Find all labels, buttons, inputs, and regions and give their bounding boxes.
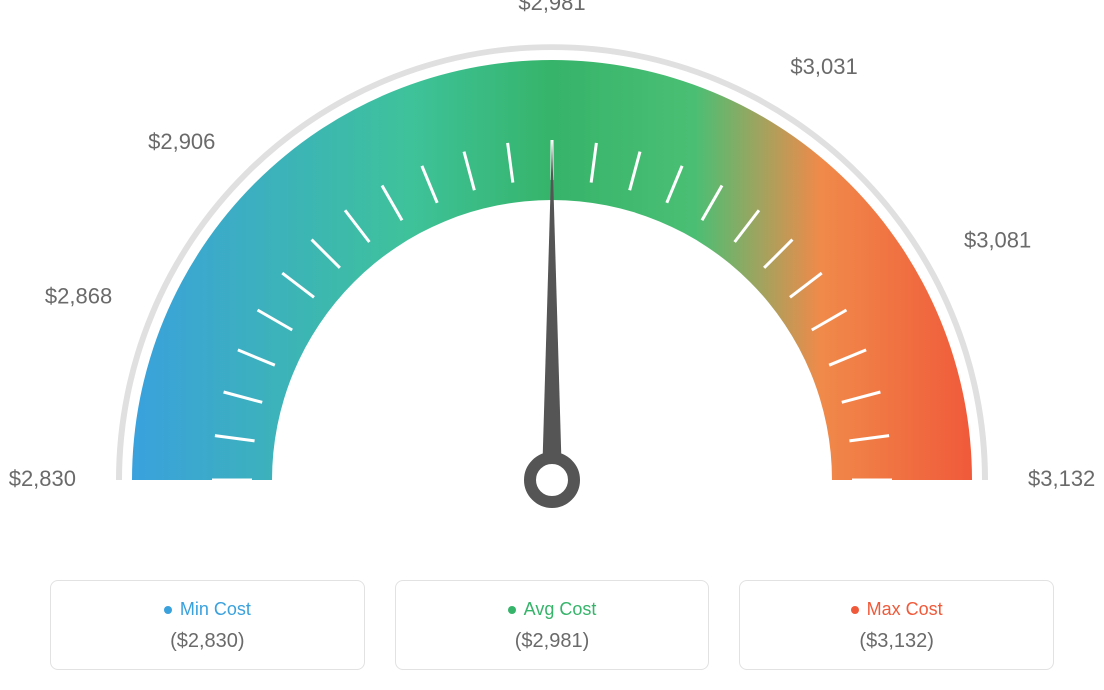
- max-value: ($3,132): [750, 630, 1043, 653]
- summary-cards: Min Cost ($2,830) Avg Cost ($2,981) Max …: [50, 580, 1054, 670]
- gauge-hub-icon: [530, 458, 574, 502]
- min-label: Min Cost: [180, 599, 251, 620]
- gauge-tick-label: $2,981: [518, 0, 585, 15]
- avg-card-title: Avg Cost: [406, 599, 699, 620]
- max-card-title: Max Cost: [750, 599, 1043, 620]
- gauge-tick-label: $3,132: [1028, 466, 1095, 491]
- min-card-title: Min Cost: [61, 599, 354, 620]
- gauge-tick-label: $3,031: [790, 54, 857, 79]
- gauge-chart-container: $2,830 $2,868 $2,906 $2,981 $3,031 $3,081 $3,1…: [0, 0, 1104, 690]
- min-value: ($2,830): [61, 630, 354, 653]
- min-dot-icon: [164, 606, 172, 614]
- gauge-tick-label: $3,081: [964, 227, 1031, 252]
- gauge-area: $2,830 $2,868 $2,906 $2,981 $3,031 $3,081 $3,1…: [0, 0, 1104, 560]
- avg-label: Avg Cost: [524, 599, 597, 620]
- avg-cost-card: Avg Cost ($2,981): [395, 580, 710, 670]
- gauge-tick-label: $2,830: [9, 466, 76, 491]
- min-cost-card: Min Cost ($2,830): [50, 580, 365, 670]
- gauge-tick-label: $2,868: [45, 284, 112, 309]
- max-label: Max Cost: [867, 599, 943, 620]
- max-dot-icon: [851, 606, 859, 614]
- max-cost-card: Max Cost ($3,132): [739, 580, 1054, 670]
- avg-value: ($2,981): [406, 630, 699, 653]
- gauge-tick-label: $2,906: [148, 129, 215, 154]
- gauge-svg: $2,830 $2,868 $2,906 $2,981 $3,031 $3,081 $3,1…: [0, 0, 1104, 560]
- avg-dot-icon: [508, 606, 516, 614]
